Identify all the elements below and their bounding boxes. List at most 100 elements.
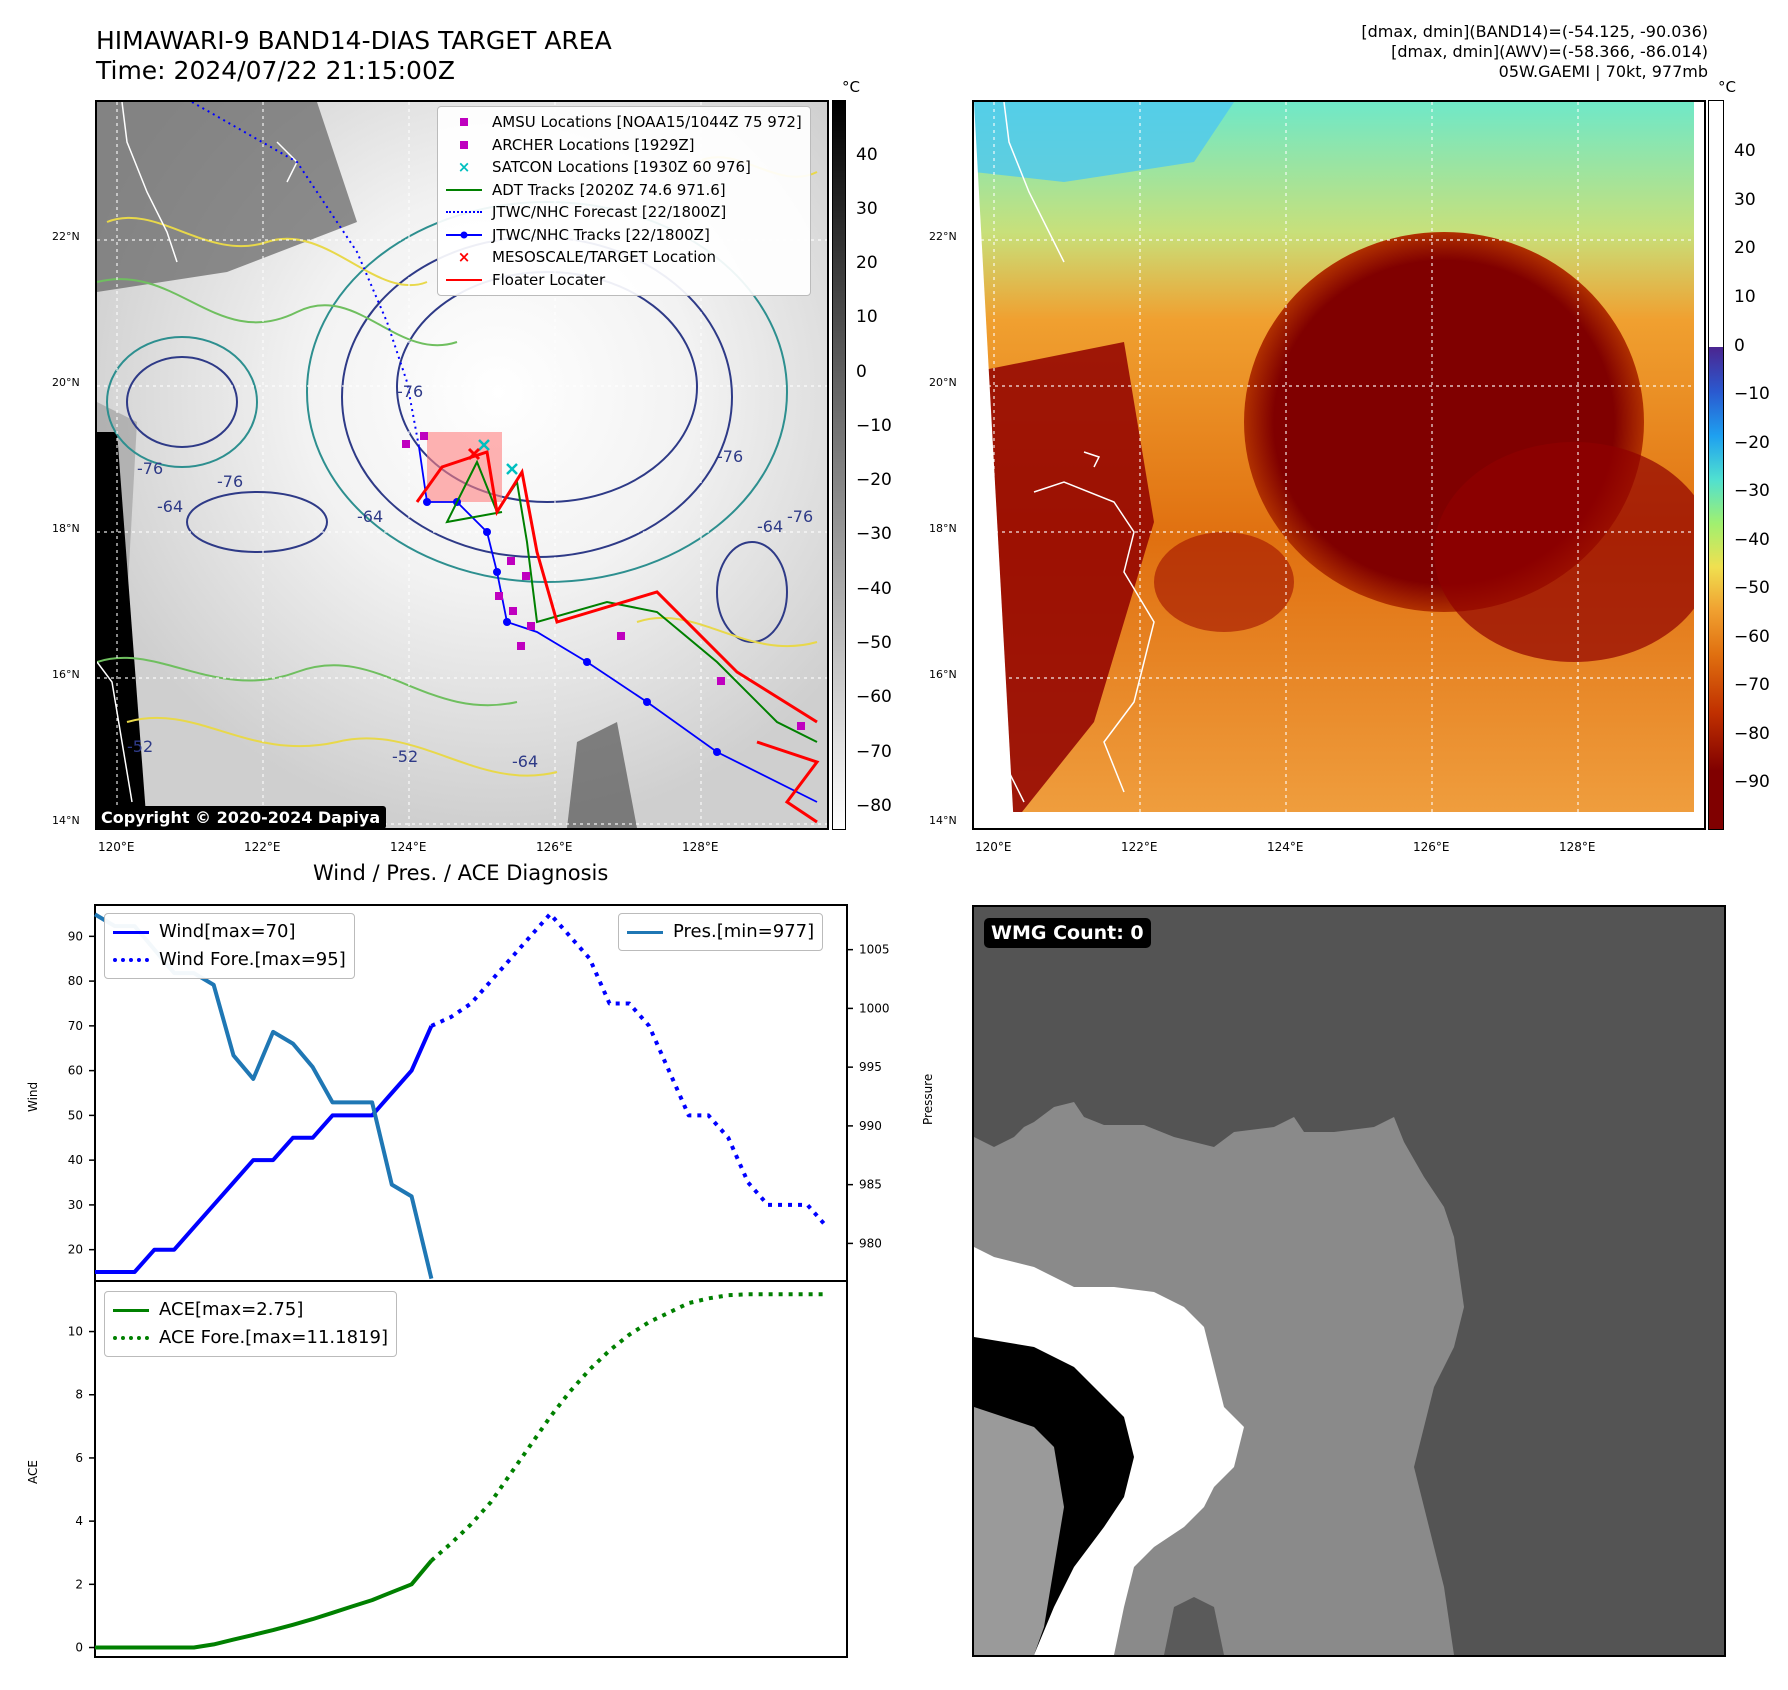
lat-label: 20°N [52, 376, 80, 389]
colorbar-tick: −80 [1734, 724, 1770, 744]
lat-label: 16°N [52, 668, 80, 681]
contour-label: -76 [137, 459, 163, 478]
contour-label: -76 [717, 447, 743, 466]
legend-tracks: JTWC/NHC Tracks [22/1800Z] [446, 224, 802, 247]
ace-tick-label: 2 [75, 1577, 83, 1591]
map-legend: AMSU Locations [NOAA15/1044Z 75 972] ARC… [437, 106, 811, 296]
wind-tick-label: 20 [68, 1243, 83, 1257]
lat-label: 14°N [929, 814, 957, 827]
colorbar-tick: −60 [856, 687, 892, 707]
colorbar-tick: −70 [856, 742, 892, 762]
pressure-axis-label: Pressure [921, 1073, 935, 1125]
colorbar-tick: 30 [856, 199, 878, 219]
contour-label: -64 [512, 752, 538, 771]
info-line2: [dmax, dmin](AWV)=(-58.366, -86.014) [1391, 42, 1708, 61]
legend-adt: ADT Tracks [2020Z 74.6 971.6] [446, 179, 802, 202]
lon-label: 126°E [536, 840, 573, 854]
legend-ace-fore: ACE Fore.[max=11.1819] [113, 1324, 388, 1352]
lon-label: 122°E [244, 840, 281, 854]
colorbar-tick: 40 [1734, 141, 1756, 161]
pressure-tick-label: 985 [859, 1178, 882, 1192]
colorbar-tick: 10 [1734, 287, 1756, 307]
figure-info: [dmax, dmin](BAND14)=(-54.125, -90.036) … [1361, 22, 1708, 82]
colorbar-tick: −10 [1734, 384, 1770, 404]
lon-label: 124°E [1267, 840, 1304, 854]
colorbar-tick: −70 [1734, 675, 1770, 695]
lon-label: 120°E [98, 840, 135, 854]
ace-tick-label: 10 [68, 1325, 83, 1339]
legend-satcon: × SATCON Locations [1930Z 60 976] [457, 158, 751, 176]
colorbar-tick: 10 [856, 307, 878, 327]
lat-label: 18°N [929, 522, 957, 535]
ace-tick-label: 8 [75, 1388, 83, 1402]
wind-series-line [95, 1025, 434, 1274]
ace-series-line [430, 1292, 828, 1563]
colorbar-tick: −50 [856, 633, 892, 653]
info-line1: [dmax, dmin](BAND14)=(-54.125, -90.036) [1361, 22, 1708, 41]
band14-colorbar [832, 100, 846, 830]
lat-label: 14°N [52, 814, 80, 827]
colorbar-tick: 30 [1734, 190, 1756, 210]
colorbar-unit: °C [842, 78, 860, 96]
wind-tick-label: 70 [68, 1019, 83, 1033]
awv-map[interactable] [972, 100, 1706, 830]
contour-label: -76 [217, 472, 243, 491]
wind-tick-label: 60 [68, 1064, 83, 1078]
colorbar-tick: −20 [1734, 433, 1770, 453]
lon-label: 124°E [390, 840, 427, 854]
wind-axis-label: Wind [26, 1081, 40, 1112]
lon-label: 128°E [682, 840, 719, 854]
colorbar-tick: −80 [856, 796, 892, 816]
wmg-canvas [974, 1102, 1464, 1655]
wind-tick-label: 40 [68, 1153, 83, 1167]
ace-tick-label: 6 [75, 1451, 83, 1465]
contour-label: -64 [357, 507, 383, 526]
colorbar-tick: 40 [856, 145, 878, 165]
colorbar-tick: −50 [1734, 578, 1770, 598]
awv-colorbar [1708, 100, 1724, 830]
figure-title: HIMAWARI-9 BAND14-DIAS TARGET AREA Time:… [96, 26, 612, 86]
legend-wind: Wind[max=70] [113, 918, 346, 946]
wind-legend: Wind[max=70] Wind Fore.[max=95] [104, 913, 355, 979]
info-line3: 05W.GAEMI | 70kt, 977mb [1498, 62, 1708, 81]
ace-tick-label: 0 [75, 1641, 83, 1655]
lat-label: 16°N [929, 668, 957, 681]
legend-ace: ACE[max=2.75] [113, 1296, 388, 1324]
legend-archer: ARCHER Locations [1929Z] [446, 134, 802, 157]
colorbar-tick: 0 [856, 362, 867, 382]
colorbar-tick: 0 [1734, 336, 1745, 356]
contour-label: -52 [127, 737, 153, 756]
lat-label: 22°N [52, 230, 80, 243]
colorbar-tick: −10 [856, 416, 892, 436]
ace-series-line [95, 1559, 433, 1650]
contour-label: -52 [392, 747, 418, 766]
lon-label: 128°E [1559, 840, 1596, 854]
legend-wind-fore: Wind Fore.[max=95] [113, 946, 346, 974]
colorbar-tick: −90 [1734, 772, 1770, 792]
wmg-panel[interactable] [972, 905, 1726, 1657]
diagnosis-chart: 20 30 40 50 60 70 80 90 980 985 990 995 1000 1005 0 2 4 6… [68, 904, 890, 1658]
colorbar-tick: −30 [1734, 481, 1770, 501]
lat-label: 20°N [929, 376, 957, 389]
colorbar-tick: 20 [856, 253, 878, 273]
wmg-count-badge: WMG Count: 0 [984, 918, 1151, 948]
copyright-label: Copyright © 2020-2024 Dapiya [95, 806, 387, 829]
contour-label: -64 [757, 517, 783, 536]
legend-target: × MESOSCALE/TARGET Location [457, 248, 717, 266]
colorbar-tick: −40 [1734, 530, 1770, 550]
ace-legend: ACE[max=2.75] ACE Fore.[max=11.1819] [104, 1291, 397, 1357]
colorbar-unit: °C [1718, 78, 1736, 96]
legend-pressure: Pres.[min=977] [627, 918, 814, 946]
pressure-tick-label: 990 [859, 1119, 882, 1133]
colorbar-tick: 20 [1734, 238, 1756, 258]
contour-label: -64 [157, 497, 183, 516]
lat-label: 18°N [52, 522, 80, 535]
ace-tick-label: 4 [75, 1514, 83, 1528]
pressure-tick-label: 1000 [859, 1001, 890, 1015]
diagnosis-title: Wind / Pres. / ACE Diagnosis [313, 861, 609, 885]
legend-floater: Floater Locater [446, 269, 802, 292]
legend-amsu: AMSU Locations [NOAA15/1044Z 75 972] [446, 111, 802, 134]
pressure-legend: Pres.[min=977] [618, 913, 824, 951]
lon-label: 122°E [1121, 840, 1158, 854]
colorbar-tick: −30 [856, 524, 892, 544]
